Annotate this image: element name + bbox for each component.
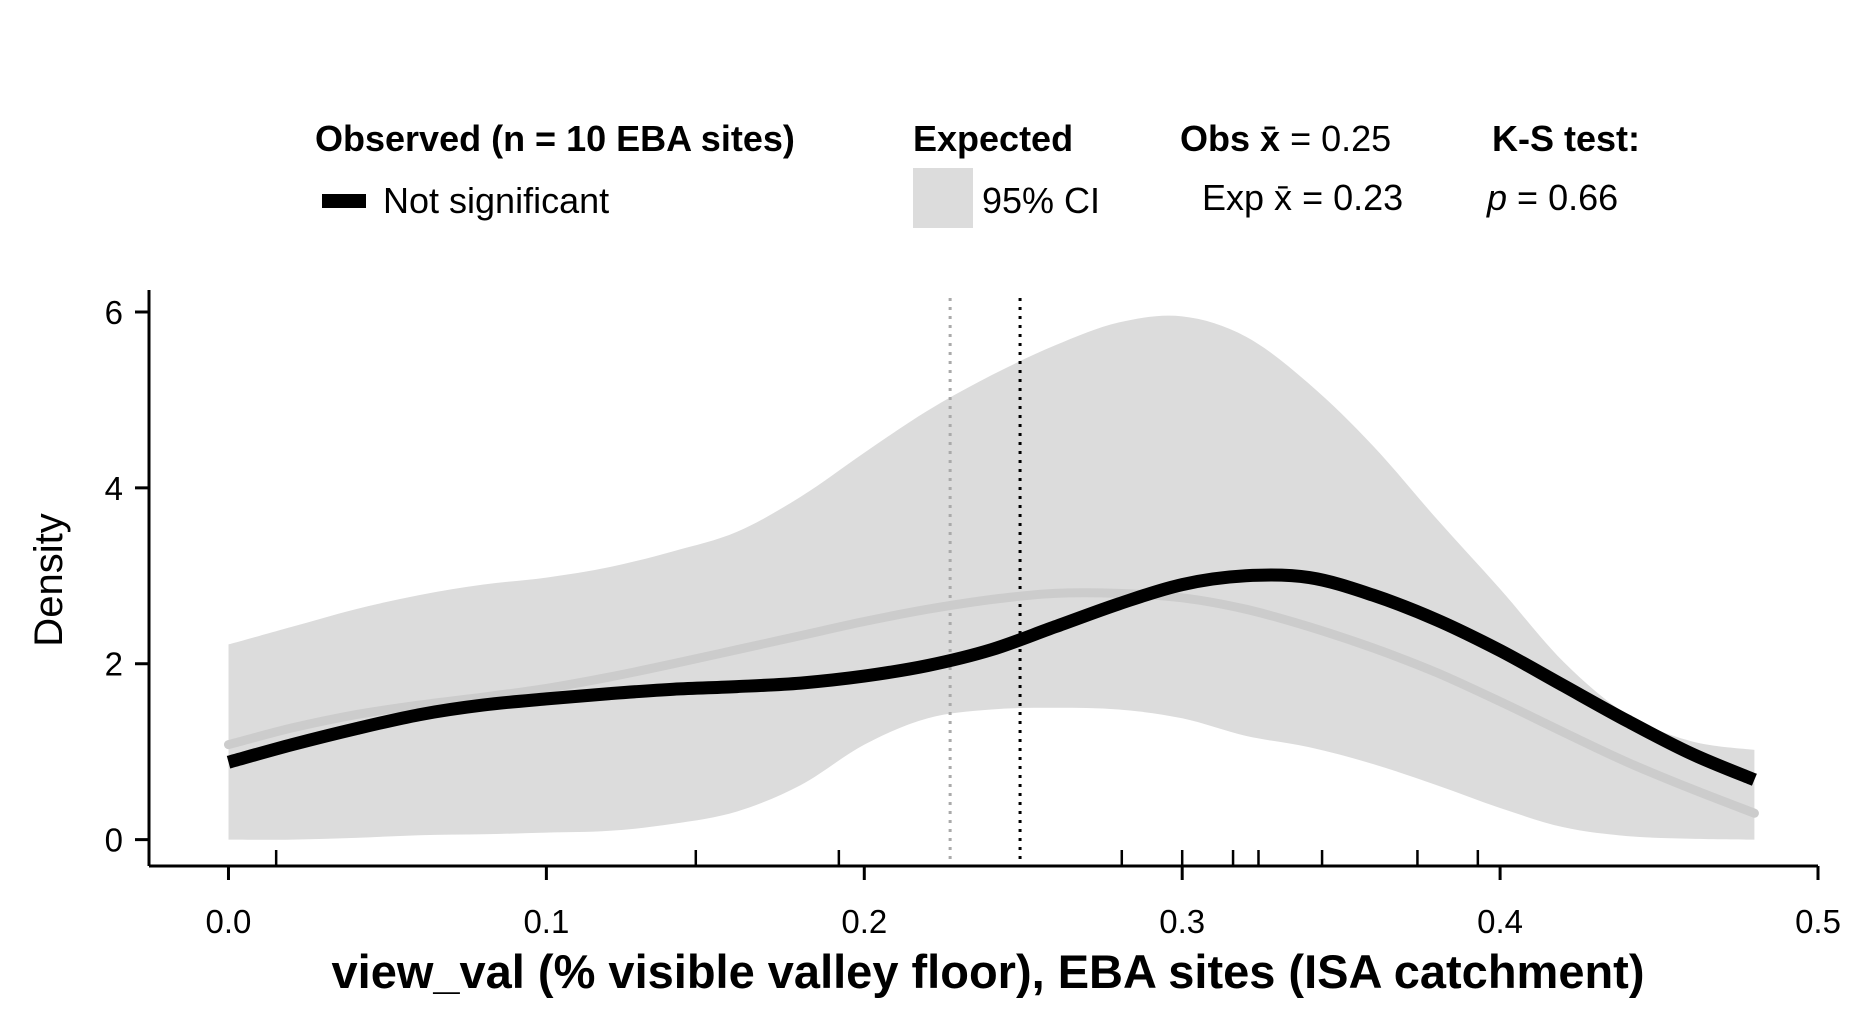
plot-area bbox=[224, 298, 1759, 866]
legend-observed-title: Observed (n = 10 EBA sites) bbox=[315, 118, 795, 159]
axes: 0.0 0.1 0.2 0.3 0.4 0.5 0 2 4 6 bbox=[105, 290, 1841, 940]
legend-exp-mean-label: Exp x̄ bbox=[1202, 177, 1292, 218]
legend-ks-p-value: = 0.66 bbox=[1517, 177, 1618, 218]
legend-ks-title: K-S test: bbox=[1492, 118, 1640, 159]
y-tick-label: 6 bbox=[105, 294, 123, 331]
y-tick-label: 2 bbox=[105, 646, 123, 683]
observed-density-line bbox=[226, 568, 1757, 786]
legend-exp-mean-value: = 0.23 bbox=[1302, 177, 1403, 218]
x-axis-title: view_val (% visible valley floor), EBA s… bbox=[332, 945, 1645, 998]
expected-density-line bbox=[224, 588, 1759, 818]
x-tick-label: 0.5 bbox=[1795, 903, 1841, 940]
legend-observed-entry: Not significant bbox=[383, 180, 609, 221]
x-tick-label: 0.0 bbox=[206, 903, 252, 940]
legend-expected-title: Expected bbox=[913, 118, 1073, 159]
legend-exp-mean: Exp x̄ = 0.23 bbox=[1202, 177, 1403, 218]
y-tick-label: 4 bbox=[105, 470, 123, 507]
y-tick-label: 0 bbox=[105, 822, 123, 859]
x-tick-label: 0.4 bbox=[1477, 903, 1523, 940]
ci-band bbox=[228, 315, 1755, 840]
legend-ci-swatch bbox=[913, 168, 973, 228]
x-tick-label: 0.1 bbox=[523, 903, 569, 940]
y-axis-title: Density bbox=[27, 513, 71, 646]
x-tick-label: 0.3 bbox=[1159, 903, 1205, 940]
legend-ks-p-symbol: p bbox=[1486, 177, 1507, 218]
legend-obs-mean-value: = 0.25 bbox=[1290, 118, 1391, 159]
legend-obs-mean: Obs x̄ = 0.25 bbox=[1180, 118, 1391, 159]
legend-ci-entry: 95% CI bbox=[982, 180, 1100, 221]
x-tick-label: 0.2 bbox=[841, 903, 887, 940]
legend-ks-p: p = 0.66 bbox=[1486, 177, 1618, 218]
legend-obs-mean-label: Obs x̄ bbox=[1180, 118, 1280, 159]
legend: Observed (n = 10 EBA sites) Not signific… bbox=[315, 118, 1640, 228]
